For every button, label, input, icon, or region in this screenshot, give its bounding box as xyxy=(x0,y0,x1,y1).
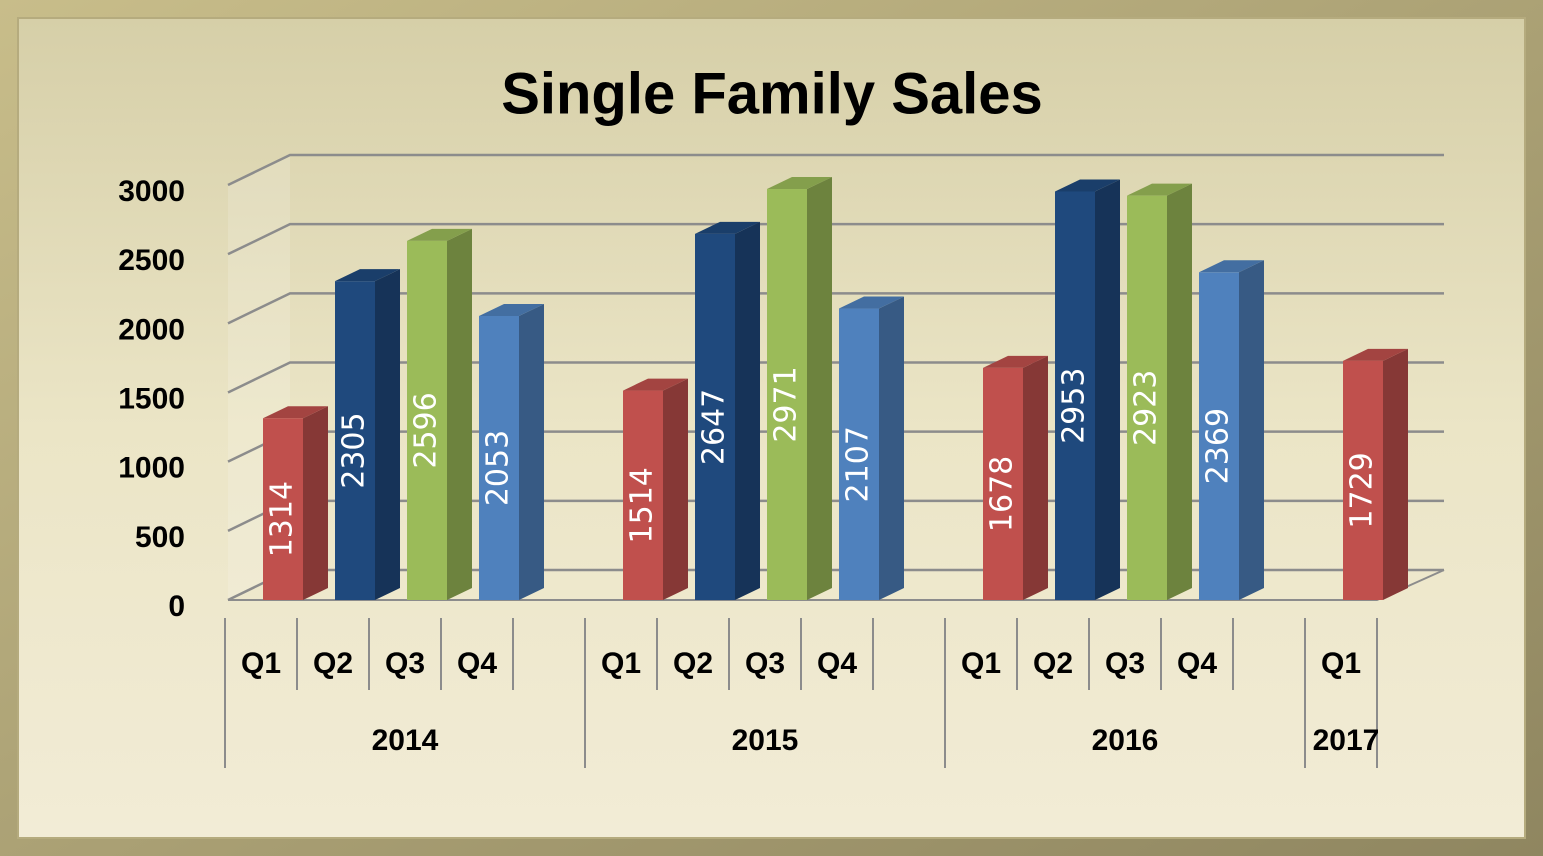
group-label: 2016 xyxy=(1092,724,1159,757)
value-label: 1729 xyxy=(1345,452,1380,528)
bar-side xyxy=(1023,355,1048,600)
x-tick-label: Q1 xyxy=(1321,647,1361,680)
bar xyxy=(695,233,735,600)
y-tick-label: 2000 xyxy=(118,313,185,346)
value-label: 2953 xyxy=(1057,368,1092,444)
bar-side xyxy=(519,304,544,600)
x-tick-label: Q1 xyxy=(241,647,281,680)
y-tick-label: 1500 xyxy=(118,382,185,415)
bar xyxy=(1127,195,1167,600)
grid-line xyxy=(227,153,1444,187)
value-label: 2305 xyxy=(337,412,372,488)
bar xyxy=(407,240,447,601)
bar xyxy=(839,308,879,600)
bar xyxy=(263,418,303,600)
bar-side xyxy=(303,406,328,600)
x-tick-label: Q3 xyxy=(385,647,425,680)
group-label: 2017 xyxy=(1313,724,1380,757)
bar-side xyxy=(735,221,760,600)
value-label: 2053 xyxy=(481,430,516,506)
value-label: 2369 xyxy=(1201,408,1236,484)
bar-top xyxy=(479,304,544,317)
bar xyxy=(1055,191,1095,601)
y-tick-label: 1000 xyxy=(118,452,185,485)
bar xyxy=(335,281,375,600)
y-tick-label: 3000 xyxy=(118,175,185,208)
bar-top xyxy=(1199,260,1264,273)
bar-top xyxy=(767,177,832,190)
bar-side xyxy=(375,269,400,600)
bar-side xyxy=(1239,260,1264,600)
x-tick-label: Q4 xyxy=(1177,647,1217,680)
bar-side xyxy=(879,296,904,600)
y-tick-label: 500 xyxy=(135,521,185,554)
bar-top xyxy=(263,406,328,419)
bar-side xyxy=(447,228,472,601)
x-tick-label: Q3 xyxy=(745,647,785,680)
bar-top xyxy=(623,378,688,391)
bar xyxy=(623,390,663,600)
x-tick-label: Q3 xyxy=(1105,647,1145,680)
bar xyxy=(1199,272,1239,600)
bar-side xyxy=(1383,348,1408,600)
value-label: 1514 xyxy=(625,467,660,543)
bar-side xyxy=(1095,179,1120,601)
group-label: 2014 xyxy=(372,724,439,757)
x-tick-label: Q1 xyxy=(601,647,641,680)
bar-side xyxy=(1167,183,1192,600)
value-label: 2107 xyxy=(841,426,876,502)
group-label: 2015 xyxy=(732,724,799,757)
x-tick-label: Q2 xyxy=(673,647,713,680)
chart-title: Single Family Sales xyxy=(501,61,1043,126)
bar-top xyxy=(335,269,400,282)
bar-top xyxy=(1343,348,1408,361)
value-label: 1314 xyxy=(265,481,300,557)
bar-top xyxy=(1055,179,1120,192)
x-tick-label: Q1 xyxy=(961,647,1001,680)
bar-side xyxy=(807,177,832,601)
x-tick-label: Q2 xyxy=(1033,647,1073,680)
bar-side xyxy=(663,378,688,600)
value-label: 2971 xyxy=(769,366,804,442)
x-tick-label: Q4 xyxy=(457,647,497,680)
bar-top xyxy=(839,296,904,309)
bar-top xyxy=(695,221,760,234)
value-label: 2647 xyxy=(697,389,732,465)
value-label: 2923 xyxy=(1129,370,1164,446)
bar xyxy=(767,189,807,601)
bar-top xyxy=(407,228,472,241)
x-tick-label: Q4 xyxy=(817,647,857,680)
x-tick-label: Q2 xyxy=(313,647,353,680)
bar xyxy=(479,316,519,600)
bar xyxy=(1343,360,1383,600)
bar-top xyxy=(983,355,1048,368)
value-label: 2596 xyxy=(409,392,444,468)
y-tick-label: 2500 xyxy=(118,244,185,277)
value-label: 1678 xyxy=(985,456,1020,532)
bar xyxy=(983,367,1023,600)
bar-top xyxy=(1127,183,1192,196)
y-tick-label: 0 xyxy=(168,590,185,623)
